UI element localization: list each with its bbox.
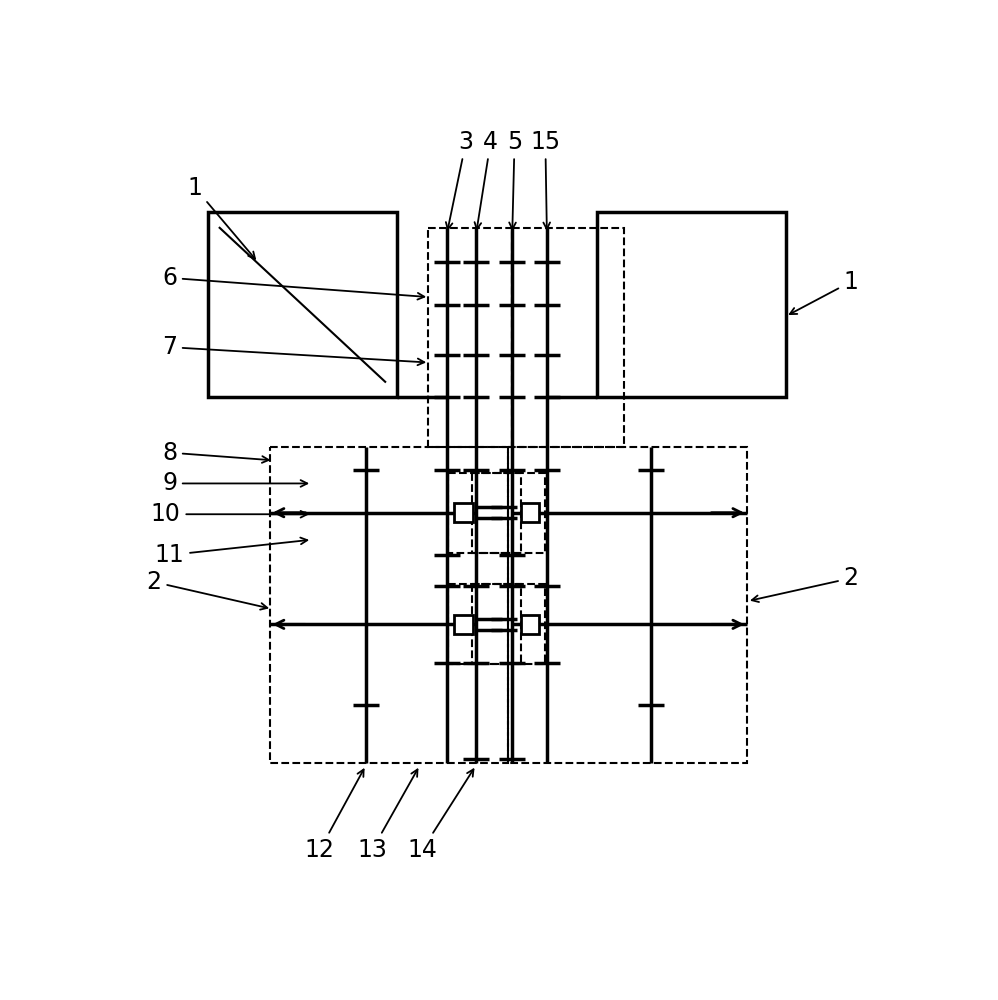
Bar bbox=[512, 228, 624, 447]
Text: 6: 6 bbox=[162, 266, 424, 300]
Bar bbox=[508, 447, 748, 763]
Text: 1: 1 bbox=[789, 270, 858, 314]
Bar bbox=[597, 212, 785, 397]
Text: 1: 1 bbox=[188, 176, 255, 259]
Bar bbox=[454, 503, 473, 522]
Bar bbox=[209, 212, 397, 397]
Text: 5: 5 bbox=[507, 130, 522, 229]
Text: 7: 7 bbox=[162, 335, 424, 365]
Bar bbox=[269, 447, 508, 763]
Text: 15: 15 bbox=[530, 130, 561, 229]
Bar bbox=[521, 615, 539, 634]
Bar bbox=[427, 228, 512, 447]
Text: 10: 10 bbox=[151, 502, 307, 526]
Text: 9: 9 bbox=[162, 471, 307, 495]
Bar bbox=[448, 584, 522, 664]
Bar bbox=[454, 615, 473, 634]
Text: 14: 14 bbox=[407, 769, 473, 862]
Text: 12: 12 bbox=[304, 769, 363, 862]
Text: 2: 2 bbox=[751, 566, 858, 602]
Text: 13: 13 bbox=[357, 769, 417, 862]
Bar bbox=[472, 584, 545, 664]
Text: 4: 4 bbox=[475, 130, 498, 229]
Bar bbox=[521, 503, 539, 522]
Text: 11: 11 bbox=[155, 538, 307, 567]
Text: 2: 2 bbox=[147, 570, 267, 610]
Bar bbox=[472, 473, 545, 553]
Text: 8: 8 bbox=[162, 441, 268, 465]
Bar bbox=[448, 473, 522, 553]
Text: 3: 3 bbox=[446, 130, 473, 229]
